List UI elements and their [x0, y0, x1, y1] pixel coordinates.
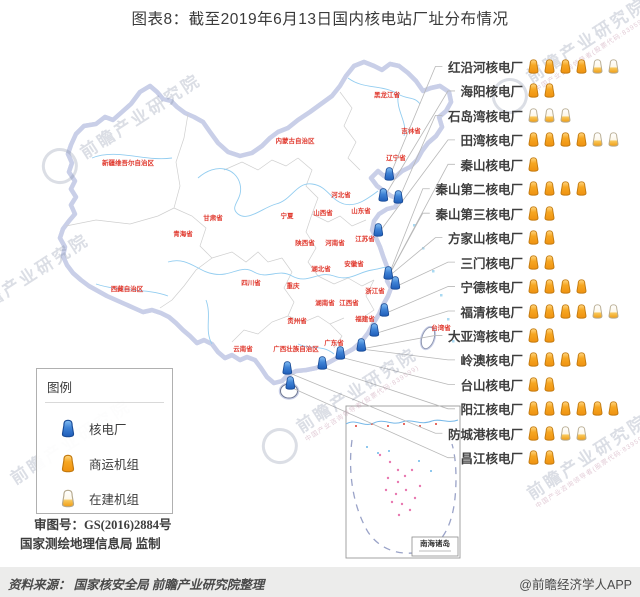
province-label: 河北省 [331, 190, 351, 199]
province-label: 湖南省 [315, 298, 335, 307]
province-label: 内蒙古自治区 [276, 136, 316, 145]
plant-marker-icon [379, 303, 390, 317]
leader-line [383, 286, 455, 315]
plant-marker-icon [384, 167, 395, 181]
leader-line [382, 90, 455, 200]
plant-marker-icon [335, 346, 346, 360]
legend-item-label: 在建机组 [89, 493, 140, 507]
province-label: 江西省 [339, 298, 359, 307]
province-label: 浙江省 [365, 286, 385, 295]
province-label: 山西省 [313, 208, 333, 217]
country-outline [57, 59, 454, 400]
rivers [91, 77, 421, 355]
province-label: 重庆 [287, 281, 301, 290]
south-china-sea-inset: 南海诸岛 [345, 405, 461, 559]
nine-dash-line [349, 439, 457, 554]
province-label: 贵州省 [287, 316, 307, 325]
leader-line [360, 348, 455, 361]
plant-unit-icon [61, 419, 75, 438]
province-label: 福建省 [354, 314, 375, 323]
data-source: 资料来源： 国家核安全局 前瞻产业研究院整理 [8, 578, 265, 592]
approval-agency: 国家测绘地理信息局 监制 [20, 536, 161, 551]
province-label: 台湾省 [431, 323, 451, 332]
leader-line [286, 371, 443, 434]
plant-marker-icon [373, 223, 384, 237]
province-label: 云南省 [233, 344, 253, 353]
leader-line [339, 356, 455, 385]
island-dots [378, 453, 422, 517]
leader-line [373, 310, 455, 335]
legend-divider [45, 402, 164, 403]
legend-item: 商运机组 [47, 454, 162, 473]
plant-marker-icon [393, 190, 404, 204]
leader-line [387, 163, 455, 278]
app-credit: @前瞻经济学人APP [519, 578, 632, 592]
province-label: 西藏自治区 [111, 284, 144, 293]
province-borders [65, 91, 375, 349]
plant-marker-icon [369, 323, 380, 337]
leader-line [394, 261, 455, 288]
province-label: 四川省 [241, 278, 261, 287]
plant-marker-icon [390, 276, 401, 290]
province-label: 河南省 [325, 238, 345, 247]
province-label: 山东省 [351, 206, 371, 215]
plant-marker-icon [285, 376, 296, 390]
leader-line [387, 212, 430, 278]
inset-label: 南海诸岛 [420, 538, 450, 548]
footer-bar: 资料来源： 国家核安全局 前瞻产业研究院整理 @前瞻经济学人APP [0, 567, 640, 597]
leader-lines [286, 66, 455, 459]
legend-title: 图例 [47, 381, 73, 395]
legend-item: 核电厂 [47, 419, 162, 438]
plant-marker-icon [317, 356, 328, 370]
leader-line [289, 386, 455, 459]
page-title: 图表8：截至2019年6月13日国内核电站厂址分布情况 [131, 11, 509, 28]
operating-unit-icon [61, 454, 75, 473]
plant-marker-icon [282, 361, 293, 375]
province-label: 江苏省 [355, 234, 375, 243]
plant-marker-icon [383, 266, 394, 280]
legend-item: 在建机组 [47, 489, 162, 508]
province-label: 黑龙江省 [374, 90, 401, 99]
leader-line [387, 188, 430, 278]
leader-line [388, 66, 443, 179]
province-label: 青海省 [173, 229, 193, 238]
map-approval-note: 审图号：GS(2016)2884号 国家测绘地理信息局 监制 [20, 516, 172, 553]
plant-markers [282, 167, 404, 390]
legend-item-label: 商运机组 [89, 458, 140, 472]
province-label: 甘肃省 [203, 213, 223, 222]
province-label: 辽宁省 [386, 153, 406, 162]
province-label: 安徽省 [344, 259, 364, 268]
leader-line [321, 366, 455, 410]
province-label: 新疆维吾尔自治区 [102, 158, 155, 167]
legend-rows: 核电厂商运机组在建机组 [47, 419, 162, 508]
leader-line [360, 335, 443, 350]
province-label: 宁夏 [281, 211, 295, 220]
province-label: 陕西省 [295, 238, 315, 247]
plant-marker-icon [378, 188, 389, 202]
province-label: 湖北省 [311, 264, 331, 273]
leader-line [387, 237, 443, 278]
approval-number: 审图号：GS(2016)2884号 [34, 518, 172, 532]
province-label: 吉林省 [401, 126, 421, 135]
leader-line [397, 115, 443, 202]
province-label: 广东省 [324, 338, 344, 347]
construction-unit-icon [61, 489, 75, 508]
plant-marker-icon [356, 338, 367, 352]
legend-item-label: 核电厂 [89, 423, 127, 437]
legend: 图例 核电厂商运机组在建机组 [36, 368, 173, 514]
province-label: 广西壮族自治区 [273, 344, 319, 353]
